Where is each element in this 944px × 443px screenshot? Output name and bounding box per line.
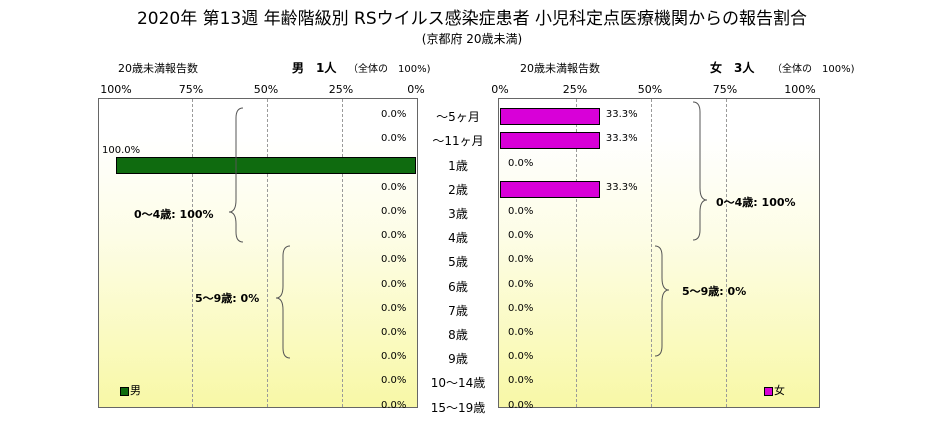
- male-value-label: 0.0%: [381, 181, 407, 193]
- gridline: [576, 99, 577, 407]
- age-category-label: 〜11ヶ月: [432, 134, 484, 149]
- male-bar: [116, 156, 416, 174]
- male-group-0-4-label: 0〜4歳: 100%: [134, 208, 214, 221]
- female-tick-label: 75%: [712, 83, 738, 96]
- male-value-label: 0.0%: [381, 278, 407, 290]
- male-tick-label: 50%: [253, 83, 279, 96]
- female-bar: [500, 132, 600, 150]
- age-category-label: 9歳: [448, 352, 468, 367]
- female-value-label: 0.0%: [508, 399, 534, 411]
- male-value-label: 0.0%: [381, 205, 407, 217]
- female-plot-area: [498, 98, 820, 408]
- female-bar: [500, 180, 600, 198]
- gridline: [192, 99, 193, 407]
- age-category-label: 4歳: [448, 231, 468, 246]
- male-value-label: 0.0%: [381, 399, 407, 411]
- male-tick-label: 0%: [407, 83, 425, 96]
- female-value-label: 0.0%: [508, 157, 534, 169]
- male-share-label: （全体の 100%): [348, 64, 431, 75]
- female-brace-0-4: [692, 101, 708, 241]
- male-value-label: 0.0%: [381, 230, 407, 242]
- male-value-label: 0.0%: [381, 326, 407, 338]
- female-value-label: 33.3%: [605, 109, 638, 121]
- male-count-label: 男 1人: [292, 61, 337, 75]
- male-value-label: 0.0%: [381, 254, 407, 266]
- male-tick-label: 25%: [328, 83, 354, 96]
- age-category-label: 3歳: [448, 206, 468, 221]
- male-brace-0-4: [228, 107, 244, 243]
- female-value-label: 0.0%: [508, 326, 534, 338]
- female-value-label: 0.0%: [508, 302, 534, 314]
- female-tick-label: 100%: [784, 83, 816, 96]
- age-category-label: 10〜14歳: [430, 376, 486, 391]
- male-legend: 男: [120, 382, 141, 398]
- female-tick-label: 25%: [562, 83, 588, 96]
- female-group-0-4-label: 0〜4歳: 100%: [716, 196, 796, 209]
- female-legend-swatch: [764, 386, 773, 396]
- male-value-label: 0.0%: [381, 302, 407, 314]
- female-count-label: 女 3人: [710, 61, 755, 75]
- female-bar: [500, 108, 600, 126]
- age-category-label: 2歳: [448, 182, 468, 197]
- male-group-5-9-label: 5〜9歳: 0%: [195, 292, 260, 305]
- female-tick-label: 50%: [637, 83, 663, 96]
- age-category-label: 15〜19歳: [430, 400, 486, 415]
- male-brace-5-9: [275, 245, 291, 359]
- female-value-label: 0.0%: [508, 351, 534, 363]
- age-category-label: 1歳: [448, 158, 468, 173]
- male-value-label: 0.0%: [381, 375, 407, 387]
- age-category-label: 〜5ヶ月: [436, 110, 480, 125]
- male-tick-label: 75%: [178, 83, 204, 96]
- female-brace-5-9: [654, 245, 670, 357]
- male-value-label: 0.0%: [381, 351, 407, 363]
- male-legend-label: 男: [130, 384, 141, 397]
- age-category-label: 8歳: [448, 327, 468, 342]
- gridline: [726, 99, 727, 407]
- female-group-5-9-label: 5〜9歳: 0%: [682, 285, 747, 298]
- gridline: [342, 99, 343, 407]
- female-under20-label: 20歳未満報告数: [520, 62, 600, 75]
- chart-subtitle: (京都府 20歳未満): [421, 32, 523, 46]
- female-value-label: 0.0%: [508, 230, 534, 242]
- female-value-label: 0.0%: [508, 375, 534, 387]
- female-value-label: 0.0%: [508, 278, 534, 290]
- male-value-label: 0.0%: [381, 133, 407, 145]
- gridline: [267, 99, 268, 407]
- gridline: [651, 99, 652, 407]
- age-category-label: 7歳: [448, 303, 468, 318]
- female-value-label: 0.0%: [508, 205, 534, 217]
- female-value-label: 33.3%: [605, 133, 638, 145]
- male-legend-swatch: [120, 386, 129, 396]
- age-category-label: 5歳: [448, 255, 468, 270]
- male-value-label: 100.0%: [102, 144, 141, 156]
- chart-title: 2020年 第13週 年齢階級別 RSウイルス感染症患者 小児科定点医療機関から…: [136, 9, 808, 29]
- female-value-label: 33.3%: [605, 181, 638, 193]
- male-under20-label: 20歳未満報告数: [118, 62, 198, 75]
- female-tick-label: 0%: [491, 83, 509, 96]
- male-plot-area: [98, 98, 418, 408]
- female-legend-label: 女: [774, 384, 785, 397]
- female-share-label: （全体の 100%): [772, 64, 855, 75]
- female-legend: 女: [764, 382, 785, 398]
- male-tick-label: 100%: [100, 83, 132, 96]
- male-value-label: 0.0%: [381, 109, 407, 121]
- female-value-label: 0.0%: [508, 254, 534, 266]
- age-category-label: 6歳: [448, 279, 468, 294]
